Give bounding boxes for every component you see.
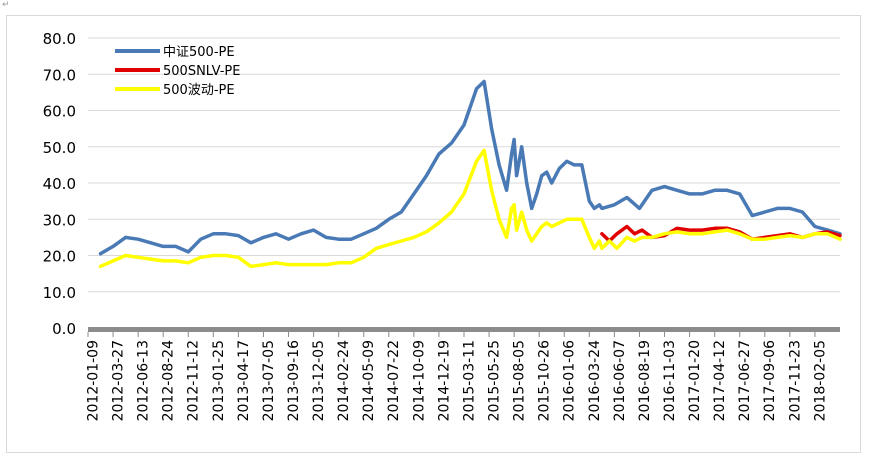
series-lines — [98, 79, 842, 269]
y-tick-label: 20.0 — [43, 248, 76, 266]
legend-label: 中证500-PE — [163, 45, 235, 60]
series-line — [98, 79, 842, 256]
x-tick-label: 2016-08-19 — [637, 340, 653, 421]
x-tick-label: 2017-04-12 — [712, 340, 728, 421]
y-tick-label: 0.0 — [52, 320, 76, 338]
y-tick-label: 30.0 — [43, 211, 76, 229]
chart-frame: 0.0 10.0 20.0 30.0 40.0 50.0 60.0 70.0 80.0 2012-… — [6, 15, 861, 453]
y-tick-label: 80.0 — [43, 30, 76, 48]
x-axis-line — [88, 327, 840, 332]
legend-label: 500波动-PE — [163, 83, 235, 98]
line-chart: 0.0 10.0 20.0 30.0 40.0 50.0 60.0 70.0 80.0 2012-… — [43, 30, 842, 421]
y-tick-label: 70.0 — [43, 66, 76, 84]
x-tick-label: 2015-05-25 — [487, 340, 503, 421]
x-tick-label: 2012-08-24 — [161, 340, 177, 421]
legend-label: 500SNLV-PE — [163, 64, 240, 79]
x-tick-label: 2017-11-23 — [787, 340, 803, 421]
x-tick-label: 2013-07-05 — [261, 340, 277, 421]
x-tick-label: 2016-11-03 — [662, 340, 678, 421]
x-tick-label: 2015-03-11 — [461, 340, 477, 421]
y-tick-label: 50.0 — [43, 139, 76, 157]
x-tick-label: 2016-06-07 — [612, 340, 628, 421]
x-tick-label: 2015-08-05 — [512, 340, 528, 421]
x-tick-label: 2013-09-16 — [286, 340, 302, 421]
x-tick-label: 2015-10-26 — [537, 340, 553, 421]
legend: 中证500-PE 500SNLV-PE 500波动-PE — [115, 45, 240, 98]
x-tick-label: 2017-09-06 — [762, 340, 778, 421]
x-tick-label: 2017-01-20 — [687, 340, 703, 421]
x-tick-label: 2014-02-24 — [336, 340, 352, 421]
x-tick-label: 2012-06-13 — [136, 340, 152, 421]
x-tick-label: 2013-01-25 — [211, 340, 227, 421]
x-tick-label: 2013-04-17 — [236, 340, 252, 421]
x-tick-label: 2012-03-27 — [110, 340, 126, 421]
x-tick-label: 2014-07-22 — [386, 340, 402, 421]
x-tick-label: 2018-02-05 — [812, 340, 828, 421]
x-tick-label: 2014-12-19 — [436, 340, 452, 421]
series-line — [98, 148, 842, 269]
axes: 0.0 10.0 20.0 30.0 40.0 50.0 60.0 70.0 80.0 2012-… — [43, 30, 840, 421]
x-tick-label: 2016-01-06 — [562, 340, 578, 421]
x-tick-label: 2014-10-09 — [411, 340, 427, 421]
x-tick-label: 2013-12-05 — [311, 340, 327, 421]
paragraph-mark: ↵ — [2, 0, 10, 10]
x-tick-label: 2012-01-09 — [85, 340, 101, 421]
x-tick-label: 2017-06-27 — [737, 340, 753, 421]
x-tick-label: 2014-05-09 — [361, 340, 377, 421]
y-tick-label: 40.0 — [43, 175, 76, 193]
y-tick-label: 10.0 — [43, 284, 76, 302]
y-tick-label: 60.0 — [43, 103, 76, 121]
x-tick-label: 2016-03-24 — [587, 340, 603, 421]
x-tick-label: 2012-11-12 — [186, 340, 202, 421]
